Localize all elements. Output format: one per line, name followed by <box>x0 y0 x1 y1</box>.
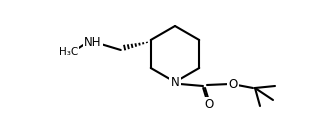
Text: NH: NH <box>84 36 101 49</box>
Text: N: N <box>171 75 180 88</box>
Text: H₃C: H₃C <box>59 47 78 57</box>
Text: O: O <box>228 77 238 90</box>
Text: O: O <box>204 98 214 111</box>
